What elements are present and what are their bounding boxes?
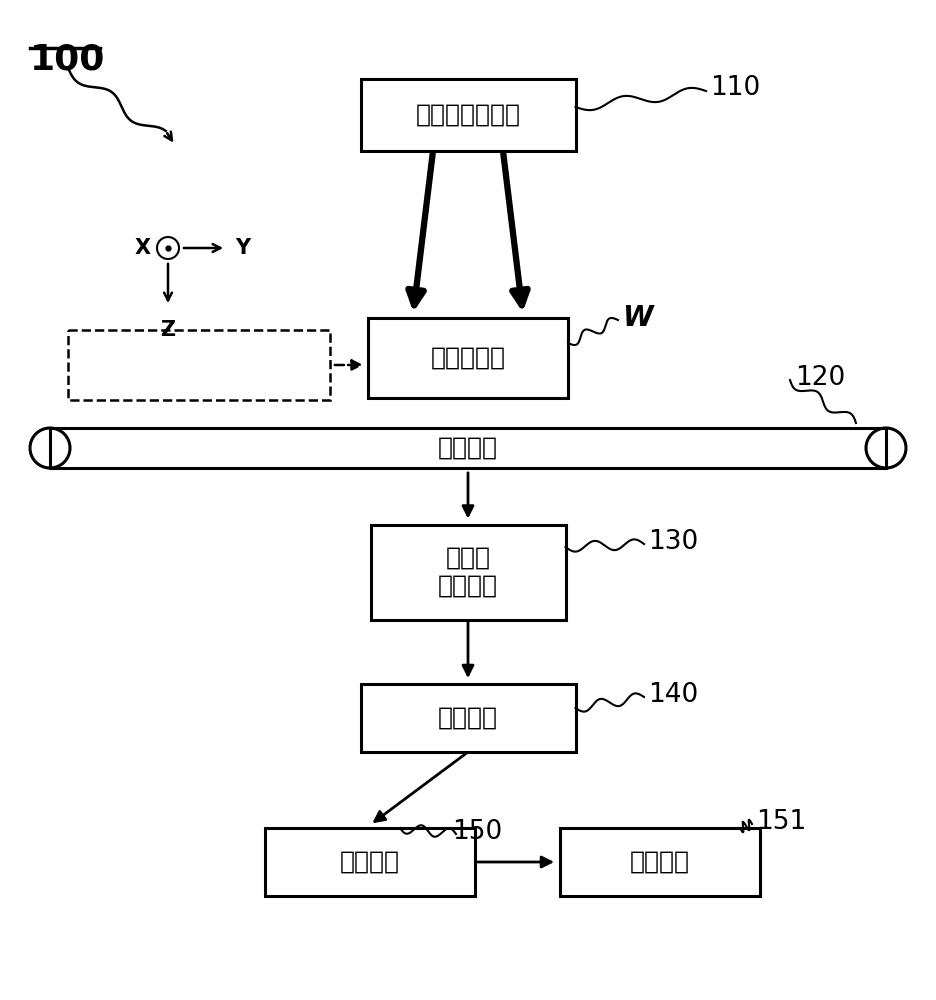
Text: 130: 130 [648, 529, 698, 555]
Text: 150: 150 [452, 819, 503, 845]
Bar [265, 828, 475, 896]
Text: 140: 140 [648, 682, 698, 708]
Bar [368, 318, 568, 398]
Bar [371, 524, 565, 619]
Text: 电磁波照射部件: 电磁波照射部件 [416, 103, 520, 127]
Bar [360, 684, 576, 752]
Text: W: W [622, 304, 652, 332]
Text: 读取部件: 读取部件 [438, 706, 498, 730]
Text: 151: 151 [756, 809, 806, 835]
Bar [560, 828, 760, 896]
Text: 100: 100 [30, 42, 106, 76]
Bar [50, 428, 886, 468]
Bar [68, 330, 330, 400]
Text: 110: 110 [710, 75, 760, 101]
Text: X: X [135, 238, 151, 258]
Text: 显示部件: 显示部件 [630, 850, 690, 874]
Text: 加法部件: 加法部件 [340, 850, 400, 874]
Text: 电磁波
检测部件: 电磁波 检测部件 [438, 546, 498, 598]
Text: 120: 120 [795, 365, 845, 391]
Text: Y: Y [235, 238, 250, 258]
Text: 待检查物体: 待检查物体 [431, 346, 505, 370]
Text: Z: Z [160, 320, 176, 340]
Text: 输送部件: 输送部件 [438, 436, 498, 460]
Bar [360, 79, 576, 151]
